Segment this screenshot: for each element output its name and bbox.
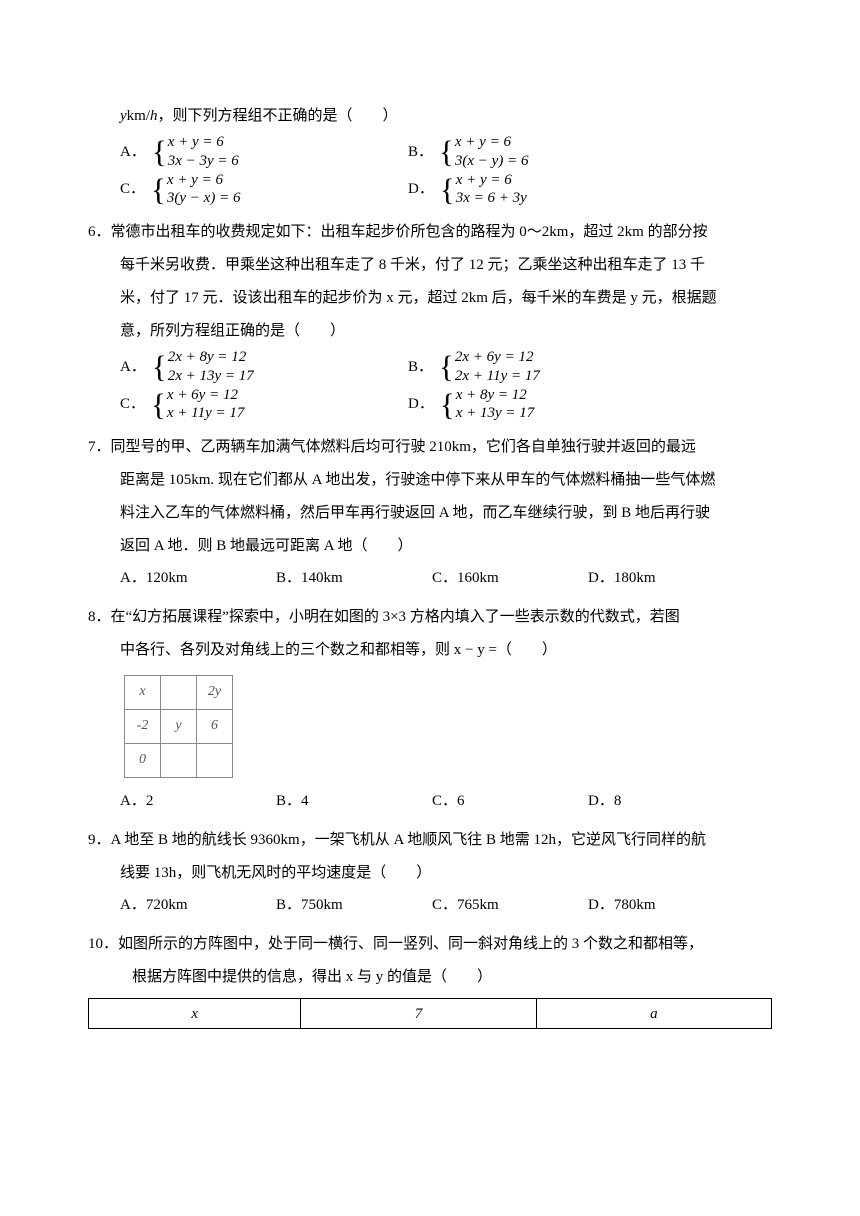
question-9: 9．A 地至 B 地的航线长 9360km，一架飞机从 A 地顺风飞往 B 地需…	[88, 824, 772, 920]
q9-opt-a: A．720km	[120, 890, 276, 920]
q6-line4: 意，所列方程组正确的是（ ）	[88, 315, 772, 348]
q5-d-r1: x + y = 6	[456, 171, 527, 190]
q10-line2: 根据方阵图中提供的信息，得出 x 与 y 的值是（ ）	[88, 961, 772, 994]
q5-c-r1: x + y = 6	[167, 171, 241, 190]
q6-opt-c: C．{x + 6y = 12x + 11y = 17	[120, 386, 408, 424]
q6-line2: 每千米另收费．甲乘坐这种出租车走了 8 千米，付了 12 元；乙乘坐这种出租车走…	[88, 249, 772, 282]
q8-line2: 中各行、各列及对角线上的三个数之和都相等，则 x − y =（ ）	[88, 634, 772, 667]
q6-a-r2: 2x + 13y = 17	[168, 367, 254, 386]
q5-b-r1: x + y = 6	[455, 133, 529, 152]
q9-num: 9．	[88, 832, 111, 848]
q8-opt-d: D．8	[588, 786, 744, 816]
opt-label-c: C．	[120, 390, 145, 419]
question-8: 8．在“幻方拓展课程”探索中，小明在如图的 3×3 方格内填入了一些表示数的代数…	[88, 601, 772, 816]
q7-opt-b: B．140km	[276, 563, 432, 593]
q7-line1: 7．同型号的甲、乙两辆车加满气体燃料后均可行驶 210km，它们各自单独行驶并返…	[88, 431, 772, 464]
q5-a-r1: x + y = 6	[168, 133, 239, 152]
q6-line1: 6．常德市出租车的收费规定如下：出租车起步价所包含的路程为 0～2km，超过 2…	[88, 216, 772, 249]
q9-options: A．720km B．750km C．765km D．780km	[88, 890, 772, 920]
cell-0-0: x	[125, 676, 161, 710]
q9-opt-d: D．780km	[588, 890, 744, 920]
question-5-cont: ykm/h，则下列方程组不正确的是（ ） A．{x + y = 63x − 3y…	[88, 100, 772, 208]
q7-opt-d: D．180km	[588, 563, 744, 593]
q7-line3: 料注入乙车的气体燃料桶，然后甲车再行驶返回 A 地，而乙车继续行驶，到 B 地后…	[88, 497, 772, 530]
q5-opt-d: D．{x + y = 63x = 6 + 3y	[408, 171, 696, 209]
q10-cell-2: a	[536, 999, 771, 1029]
q5-c-r2: 3(y − x) = 6	[167, 189, 241, 208]
cell-1-2: 6	[197, 710, 233, 744]
q9-opt-b: B．750km	[276, 890, 432, 920]
cell-2-1	[161, 744, 197, 778]
q6-b-r2: 2x + 11y = 17	[455, 367, 540, 386]
q8-magic-square: x 2y -2y6 0	[124, 675, 233, 778]
q6-options-row2: C．{x + 6y = 12x + 11y = 17 D．{x + 8y = 1…	[88, 386, 772, 424]
q10-cell-0: x	[89, 999, 301, 1029]
q8-opt-b: B．4	[276, 786, 432, 816]
q6-b-r1: 2x + 6y = 12	[455, 348, 540, 367]
opt-label-a: A．	[120, 138, 146, 167]
q10-line1: 10．如图所示的方阵图中，处于同一横行、同一竖列、同一斜对角线上的 3 个数之和…	[88, 928, 772, 961]
q10-text1: 如图所示的方阵图中，处于同一横行、同一竖列、同一斜对角线上的 3 个数之和都相等…	[118, 936, 703, 952]
q9-line1: 9．A 地至 B 地的航线长 9360km，一架飞机从 A 地顺风飞往 B 地需…	[88, 824, 772, 857]
q8-opt-c: C．6	[432, 786, 588, 816]
q6-line3: 米，付了 17 元．设该出租车的起步价为 x 元，超过 2km 后，每千米的车费…	[88, 282, 772, 315]
q7-opt-a: A．120km	[120, 563, 276, 593]
opt-label-b: B．	[408, 353, 433, 382]
q6-c-r2: x + 11y = 17	[167, 404, 244, 423]
q9-opt-c: C．765km	[432, 890, 588, 920]
q8-options: A．2 B．4 C．6 D．8	[88, 786, 772, 816]
question-7: 7．同型号的甲、乙两辆车加满气体燃料后均可行驶 210km，它们各自单独行驶并返…	[88, 431, 772, 593]
q6-num: 6．	[88, 224, 111, 240]
q7-opt-c: C．160km	[432, 563, 588, 593]
q10-num: 10．	[88, 936, 118, 952]
q9-text1: A 地至 B 地的航线长 9360km，一架飞机从 A 地顺风飞往 B 地需 1…	[111, 832, 706, 848]
q6-c-r1: x + 6y = 12	[167, 386, 244, 405]
q5-b-r2: 3(x − y) = 6	[455, 152, 529, 171]
q9-line2: 线要 13h，则飞机无风时的平均速度是（ ）	[88, 857, 772, 890]
q8-line1: 8．在“幻方拓展课程”探索中，小明在如图的 3×3 方格内填入了一些表示数的代数…	[88, 601, 772, 634]
q6-d-r1: x + 8y = 12	[456, 386, 535, 405]
q6-d-r2: x + 13y = 17	[456, 404, 535, 423]
q7-line4: 返回 A 地．则 B 地最远可距离 A 地（ ）	[88, 530, 772, 563]
q5-opt-c: C．{x + y = 63(y − x) = 6	[120, 171, 408, 209]
question-6: 6．常德市出租车的收费规定如下：出租车起步价所包含的路程为 0～2km，超过 2…	[88, 216, 772, 423]
question-10: 10．如图所示的方阵图中，处于同一横行、同一竖列、同一斜对角线上的 3 个数之和…	[88, 928, 772, 1029]
q6-opt-b: B．{2x + 6y = 122x + 11y = 17	[408, 348, 696, 386]
q5-d-r2: 3x = 6 + 3y	[456, 189, 527, 208]
q6-text1: 常德市出租车的收费规定如下：出租车起步价所包含的路程为 0～2km，超过 2km…	[111, 224, 708, 240]
q5-options-row1: A．{x + y = 63x − 3y = 6 B．{x + y = 63(x …	[88, 133, 772, 171]
q10-table: x 7 a	[88, 998, 772, 1029]
opt-label-a: A．	[120, 353, 146, 382]
q7-options: A．120km B．140km C．160km D．180km	[88, 563, 772, 593]
cell-2-2	[197, 744, 233, 778]
cell-2-0: 0	[125, 744, 161, 778]
opt-label-d: D．	[408, 390, 434, 419]
opt-label-d: D．	[408, 175, 434, 204]
q7-line2: 距离是 105km. 现在它们都从 A 地出发，行驶途中停下来从甲车的气体燃料桶…	[88, 464, 772, 497]
q5-opt-a: A．{x + y = 63x − 3y = 6	[120, 133, 408, 171]
q7-text1: 同型号的甲、乙两辆车加满气体燃料后均可行驶 210km，它们各自单独行驶并返回的…	[111, 439, 696, 455]
q6-a-r1: 2x + 8y = 12	[168, 348, 254, 367]
cell-0-2: 2y	[197, 676, 233, 710]
cell-1-0: -2	[125, 710, 161, 744]
opt-label-c: C．	[120, 175, 145, 204]
q7-num: 7．	[88, 439, 111, 455]
q8-text1: 在“幻方拓展课程”探索中，小明在如图的 3×3 方格内填入了一些表示数的代数式，…	[111, 609, 680, 625]
q6-opt-a: A．{2x + 8y = 122x + 13y = 17	[120, 348, 408, 386]
cell-0-1	[161, 676, 197, 710]
q5-a-r2: 3x − 3y = 6	[168, 152, 239, 171]
q10-cell-1: 7	[301, 999, 536, 1029]
q5-continuation: ykm/h，则下列方程组不正确的是（ ）	[88, 100, 772, 133]
q6-options-row1: A．{2x + 8y = 122x + 13y = 17 B．{2x + 6y …	[88, 348, 772, 386]
q6-opt-d: D．{x + 8y = 12x + 13y = 17	[408, 386, 696, 424]
cell-1-1: y	[161, 710, 197, 744]
q8-opt-a: A．2	[120, 786, 276, 816]
q8-num: 8．	[88, 609, 111, 625]
q5-opt-b: B．{x + y = 63(x − y) = 6	[408, 133, 696, 171]
opt-label-b: B．	[408, 138, 433, 167]
q5-options-row2: C．{x + y = 63(y − x) = 6 D．{x + y = 63x …	[88, 171, 772, 209]
